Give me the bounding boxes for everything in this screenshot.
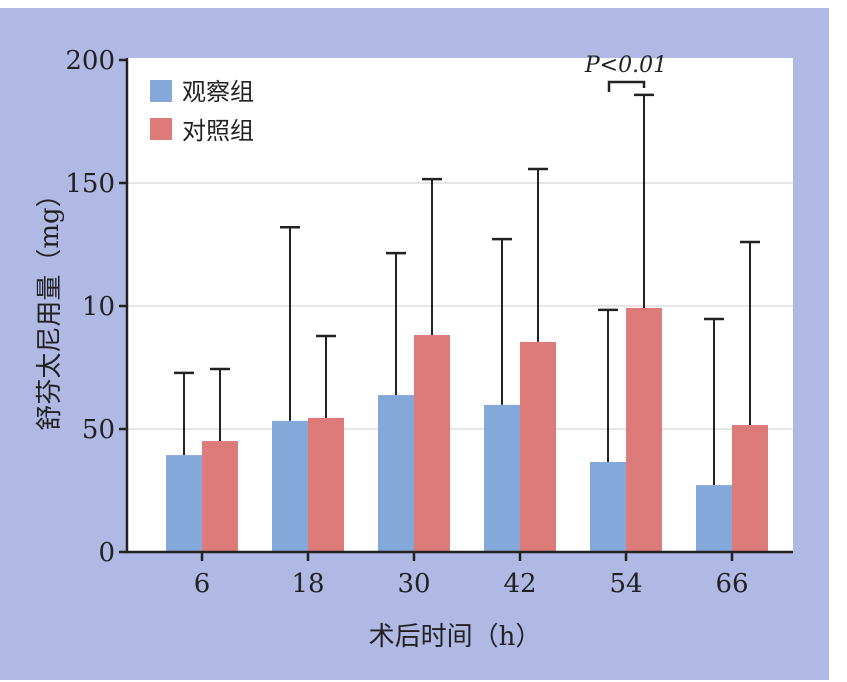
bar-observation — [696, 485, 732, 552]
bar-control — [520, 341, 556, 552]
y-tick-label: 150 — [65, 169, 115, 199]
legend-label-observation: 观察组 — [182, 78, 254, 106]
bar-observation — [272, 420, 308, 552]
y-tick-label: 10 — [82, 292, 115, 322]
x-axis-label: 术后时间（h） — [369, 622, 542, 652]
bar-control — [414, 335, 450, 552]
x-tick-label: 42 — [503, 569, 536, 599]
x-tick-label: 6 — [194, 569, 211, 599]
bar-observation — [484, 404, 520, 552]
legend-label-control: 对照组 — [182, 117, 254, 145]
bar-observation — [378, 395, 414, 552]
x-tick-label: 66 — [715, 569, 748, 599]
legend-swatch-control — [150, 118, 172, 140]
bar-control — [626, 307, 662, 552]
y-tick-label: 50 — [82, 415, 115, 445]
x-tick-label: 30 — [397, 569, 430, 599]
legend-swatch-observation — [150, 80, 172, 102]
significance-label: P<0.01 — [584, 53, 667, 78]
y-tick-label: 200 — [65, 46, 115, 76]
x-tick-label: 18 — [291, 569, 324, 599]
bar-control — [202, 441, 238, 552]
legend: 观察组 对照组 — [150, 78, 254, 145]
bar-control — [732, 425, 768, 552]
bar-control — [308, 417, 344, 552]
bar-observation — [590, 461, 626, 552]
x-tick-label: 54 — [609, 569, 642, 599]
significance-bracket — [607, 80, 646, 92]
y-tick-label: 0 — [98, 538, 115, 568]
bar-observation — [166, 455, 202, 552]
y-axis-label: 舒芬太尼用量（mg） — [35, 181, 65, 430]
